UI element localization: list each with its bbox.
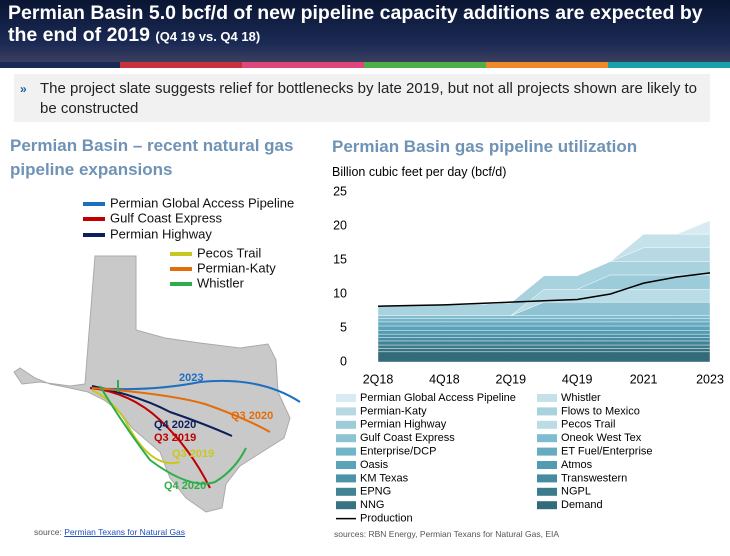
- x-tick-label: 4Q19: [562, 372, 593, 386]
- map-legend-label: Pecos Trail: [197, 245, 261, 260]
- x-tick-label: 2Q18: [363, 372, 394, 386]
- legend-label: Permian Highway: [360, 419, 447, 431]
- y-tick-label: 10: [333, 286, 347, 300]
- map-label: Q3 2019: [154, 432, 196, 444]
- texas-map: [13, 255, 301, 513]
- legend-swatch: [336, 394, 356, 402]
- legend-swatch: [336, 420, 356, 429]
- y-tick-label: 25: [333, 184, 347, 198]
- legend-swatch: [336, 474, 356, 483]
- legend-swatch: [336, 501, 356, 510]
- source-prefix: source:: [34, 527, 62, 537]
- slide-title: Permian Basin 5.0 bcf/d of new pipeline …: [8, 2, 723, 48]
- bullet-box: » The project slate suggests relief for …: [14, 74, 710, 122]
- x-tick-label: 2023: [696, 372, 724, 386]
- legend-swatch: [336, 434, 356, 443]
- area-series: [377, 325, 711, 331]
- legend-label: Production: [360, 513, 413, 525]
- title-text: Permian Basin 5.0 bcf/d of new pipeline …: [8, 2, 703, 46]
- x-tick-label: 2Q19: [496, 372, 527, 386]
- map-legend-label: Permian Global Access Pipeline: [110, 195, 294, 210]
- legend-label: Whistler: [561, 392, 601, 404]
- bullet-icon: »: [20, 82, 27, 96]
- legend-label: Enterprise/DCP: [360, 446, 436, 458]
- legend-swatch: [336, 461, 356, 469]
- map-legend-label: Permian-Katy: [197, 260, 276, 275]
- legend-swatch: [537, 474, 557, 483]
- legend-swatch: [336, 487, 356, 496]
- area-series: [377, 318, 711, 323]
- legend-swatch: [537, 420, 557, 429]
- y-tick-label: 5: [340, 320, 347, 334]
- x-tick-label: 2021: [630, 372, 658, 386]
- legend-swatch: [537, 447, 557, 456]
- legend-label: Permian-Katy: [360, 405, 427, 417]
- legend-swatch: [537, 407, 557, 416]
- map-legend-label: Permian Highway: [110, 226, 212, 241]
- header-band: [0, 0, 730, 62]
- map-label: Q4 2020: [154, 419, 196, 431]
- legend-label: Flows to Mexico: [561, 405, 640, 417]
- legend-swatch: [537, 461, 557, 469]
- legend-label: ET Fuel/Enterprise: [561, 446, 653, 458]
- legend-label: Oneok West Tex: [561, 432, 642, 444]
- area-series: [377, 348, 711, 352]
- map-label: Q3 2020: [231, 410, 273, 422]
- area-series: [377, 333, 711, 338]
- area-series: [377, 351, 711, 363]
- area-series: [377, 321, 711, 327]
- legend-label: Pecos Trail: [561, 419, 615, 431]
- legend-swatch: [336, 407, 356, 416]
- area-series: [377, 330, 711, 335]
- legend-swatch: [537, 434, 557, 443]
- map-legend-label: Whistler: [197, 275, 245, 290]
- map-label: Q4 2020: [164, 480, 206, 492]
- y-tick-label: 20: [333, 218, 347, 232]
- map-title: Permian Basin – recent natural gas pipel…: [10, 136, 294, 179]
- legend-label: NGPL: [561, 486, 591, 498]
- map-legend-label: Gulf Coast Express: [110, 210, 222, 225]
- chart-source: sources: RBN Energy, Permian Texans for …: [334, 529, 560, 539]
- area-series: [377, 315, 711, 319]
- area-series: [377, 340, 711, 346]
- legend-swatch: [336, 447, 356, 456]
- legend-label: Oasis: [360, 459, 389, 471]
- bullet-text: The project slate suggests relief for bo…: [40, 80, 698, 117]
- legend-swatch: [537, 394, 557, 402]
- x-tick-label: 4Q18: [429, 372, 460, 386]
- legend-label: Atmos: [561, 459, 593, 471]
- legend-label: Transwestern: [561, 472, 627, 484]
- legend-label: NNG: [360, 499, 384, 511]
- map-label: 2023: [179, 372, 203, 384]
- legend-label: Permian Global Access Pipeline: [360, 392, 516, 404]
- color-strip: [0, 62, 730, 68]
- area-series: [377, 344, 711, 349]
- legend-swatch: [537, 487, 557, 496]
- legend-label: KM Texas: [360, 472, 409, 484]
- legend-swatch: [537, 501, 557, 510]
- chart-title: Permian Basin gas pipeline utilization: [332, 137, 638, 156]
- production-line: [377, 272, 711, 307]
- map-label: Q3 2019: [172, 448, 214, 460]
- y-axis-label: Billion cubic feet per day (bcf/d): [332, 165, 507, 179]
- source-link[interactable]: Permian Texans for Natural Gas: [64, 527, 186, 537]
- title-note: (Q4 19 vs. Q4 18): [155, 29, 261, 44]
- y-tick-label: 0: [340, 354, 347, 368]
- legend-label: Gulf Coast Express: [360, 432, 455, 444]
- legend-label: Demand: [561, 499, 603, 511]
- area-series: [377, 337, 711, 342]
- y-tick-label: 15: [333, 252, 347, 266]
- legend-label: EPNG: [360, 486, 391, 498]
